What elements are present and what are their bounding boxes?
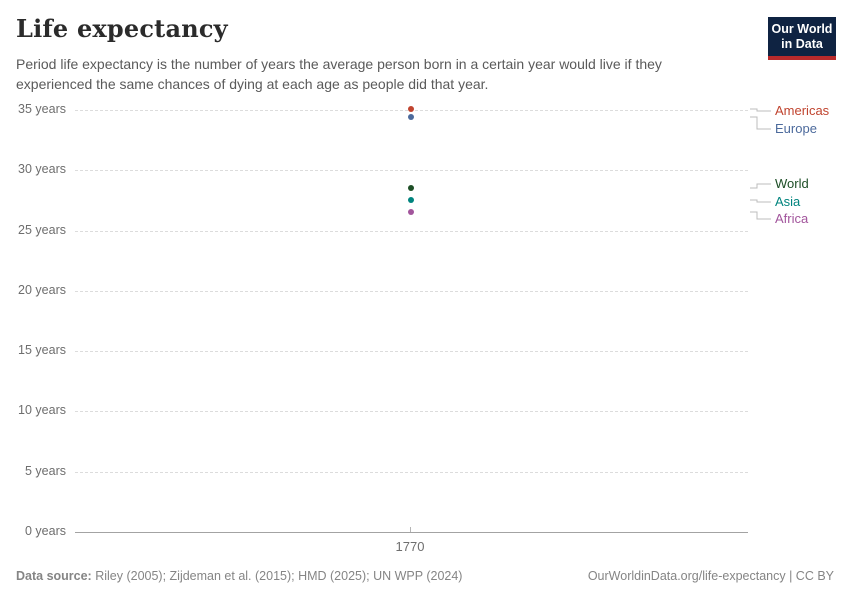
y-tick-label-0: 0 years: [25, 524, 66, 538]
owid-logo-line1: Our World: [771, 22, 833, 36]
y-tick-label-15: 15 years: [18, 343, 66, 357]
legend-label-world[interactable]: World: [775, 176, 809, 191]
legend-connector-africa: [750, 211, 771, 220]
data-source: Data source: Riley (2005); Zijdeman et a…: [16, 569, 462, 583]
y-tick-label-30: 30 years: [18, 162, 66, 176]
gridline-25-years: [75, 231, 748, 232]
legend-label-americas[interactable]: Americas: [775, 103, 830, 118]
owid-logo: Our World in Data: [768, 17, 836, 60]
gridline-30-years: [75, 170, 748, 171]
gridline-5-years: [75, 472, 748, 473]
y-tick-label-10: 10 years: [18, 403, 66, 417]
x-tick-label: 1770: [395, 539, 425, 554]
page-title: Life expectancy: [16, 14, 228, 43]
x-axis-line: [75, 532, 748, 533]
license-link[interactable]: OurWorldinData.org/life-expectancy | CC …: [587, 569, 834, 583]
y-tick-label-20: 20 years: [18, 283, 66, 297]
legend-label-europe[interactable]: Europe: [775, 121, 817, 136]
legend-connector-asia: [750, 199, 771, 203]
data-point-europe: [408, 114, 414, 120]
gridline-15-years: [75, 351, 748, 352]
x-tick-mark: [410, 527, 411, 532]
legend-connector-americas: [750, 108, 771, 112]
data-source-text: Riley (2005); Zijdeman et al. (2015); HM…: [91, 569, 463, 583]
chart-subtitle: Period life expectancy is the number of …: [16, 56, 662, 92]
data-source-label: Data source:: [16, 569, 92, 583]
y-tick-label-5: 5 years: [25, 464, 66, 478]
data-point-asia: [408, 197, 414, 203]
data-point-africa: [408, 209, 414, 215]
legend-connector-world: [750, 183, 771, 189]
y-tick-label-35: 35 years: [18, 102, 66, 116]
chart-footer: Data source: Riley (2005); Zijdeman et a…: [16, 569, 834, 583]
data-point-world: [408, 185, 414, 191]
gridline-10-years: [75, 411, 748, 412]
owid-logo-line2: in Data: [781, 37, 823, 51]
legend-label-asia[interactable]: Asia: [775, 194, 801, 209]
gridline-20-years: [75, 291, 748, 292]
legend-connector-europe: [750, 116, 771, 130]
legend-label-africa[interactable]: Africa: [775, 211, 809, 226]
y-tick-label-25: 25 years: [18, 223, 66, 237]
data-point-americas: [408, 106, 414, 112]
